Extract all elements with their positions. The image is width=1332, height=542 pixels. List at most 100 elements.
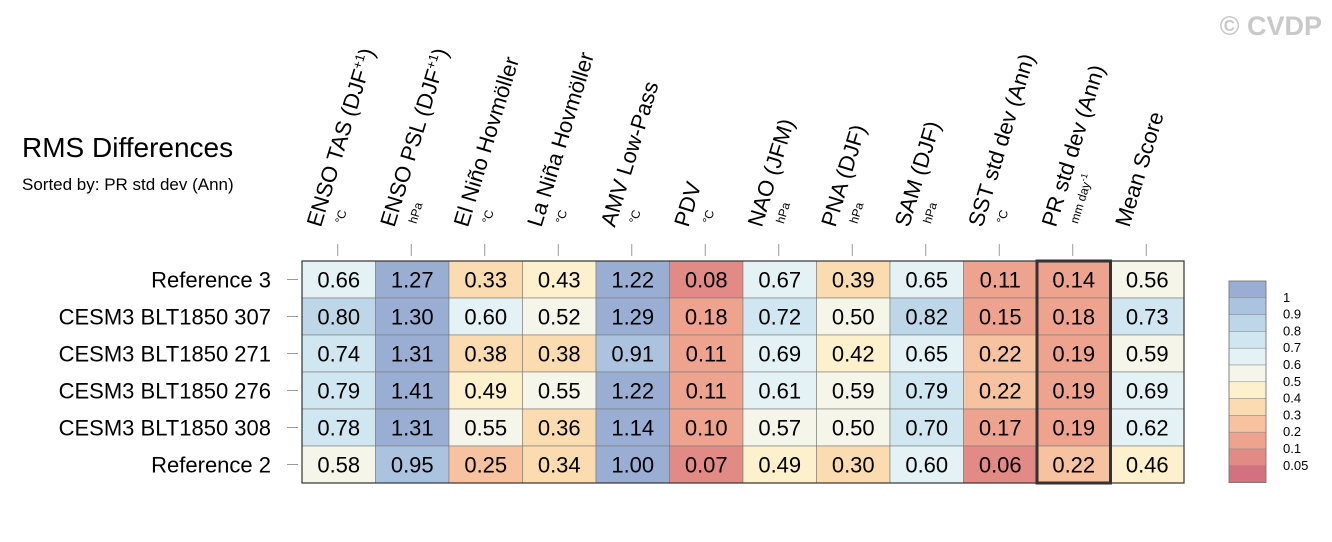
cell-value-label: 0.43 [538, 268, 581, 293]
cell-value-label: 1.31 [391, 416, 434, 441]
heatmap-cell [375, 371, 450, 410]
cell-value-label: 0.69 [1126, 379, 1169, 404]
cell-value-label: 0.39 [832, 268, 875, 293]
heatmap-cell [375, 260, 450, 299]
column-header: PNA (DJF)hPa [816, 122, 871, 230]
heatmap-cell [375, 445, 450, 484]
cell-value-label: 0.17 [979, 416, 1022, 441]
cell-value-label: 0.30 [832, 453, 875, 478]
colorbar: 1 0.90.8 0.7 0.6 0.5 0.40.3 0.2 0.1 0.05 [1228, 280, 1308, 484]
cell-value-label: 0.55 [538, 379, 581, 404]
colorbar-swatch [1228, 364, 1267, 383]
column-label: NAO (JFM) [743, 116, 799, 230]
cell-value-label: 0.49 [758, 453, 801, 478]
column-unit: hPa [406, 200, 426, 225]
heatmap-cell [1036, 445, 1111, 484]
cell-value-label: 0.95 [391, 453, 434, 478]
column-unit: °C [700, 208, 717, 225]
column-headers: ENSO TAS (DJF+1)°C ENSO PSL (DJF+1)hPa El … [302, 45, 1169, 256]
cell-value-label: 0.50 [832, 305, 875, 330]
cell-value-label: 0.55 [464, 416, 507, 441]
cell-value-label: 0.11 [686, 342, 727, 367]
heatmap-cell [1110, 371, 1185, 410]
column-label: ENSO TAS (DJF+1) [302, 45, 380, 229]
column-header: PDV°C [669, 179, 717, 230]
cell-value-label: 0.49 [464, 379, 507, 404]
colorbar-swatch [1228, 297, 1267, 315]
heatmap-cell [522, 371, 597, 410]
colorbar-tick-label: 0.9 [1283, 307, 1301, 322]
cell-value-label: 0.79 [905, 379, 948, 404]
cell-value-label: 0.56 [1126, 268, 1169, 293]
cell-value-label: 0.38 [464, 342, 507, 367]
cell-value-label: 0.38 [538, 342, 581, 367]
cell-value-label: 0.67 [758, 268, 801, 293]
heatmap-cell [816, 408, 891, 447]
cell-value-label: 1.30 [391, 305, 434, 330]
cell-value-label: 0.18 [1052, 305, 1095, 330]
cell-value-label: 0.78 [317, 416, 360, 441]
heatmap-cell [448, 297, 523, 336]
cell-value-label: 0.82 [905, 305, 948, 330]
cell-value-label: 1.14 [611, 416, 654, 441]
cell-value-label: 0.79 [317, 379, 360, 404]
row-label: CESM3 BLT1850 276 [59, 379, 271, 404]
cell-value-label: 0.11 [686, 379, 727, 404]
cell-value-label: 1.31 [391, 342, 434, 367]
row-labels: Reference 3 CESM3 BLT1850 307 CESM3 BLT185… [59, 268, 298, 478]
cell-value-label: 0.60 [905, 453, 948, 478]
colorbar-swatch [1228, 431, 1267, 450]
cell-value-label: 0.65 [905, 342, 948, 367]
heatmap-cell [301, 445, 376, 484]
row-label: Reference 2 [151, 453, 271, 478]
cell-value-label: 0.73 [1126, 305, 1169, 330]
cell-value-label: 0.33 [464, 268, 507, 293]
cell-value-label: 0.57 [758, 416, 801, 441]
cell-value-label: 0.72 [758, 305, 801, 330]
colorbar-swatch [1228, 314, 1267, 332]
cell-value-label: 0.36 [538, 416, 581, 441]
colorbar-swatch [1228, 448, 1267, 467]
column-header: NAO (JFM)hPa [743, 116, 799, 230]
colorbar-tick-label: 0.8 [1283, 323, 1301, 338]
heatmap-cell [669, 297, 744, 336]
cell-value-label: 0.22 [979, 379, 1022, 404]
heatmap-cell [595, 260, 670, 299]
heatmap-cell [595, 408, 670, 447]
heatmap-cell [669, 260, 744, 299]
cell-value-label: 0.18 [685, 305, 728, 330]
column-unit: °C [553, 208, 570, 225]
chart-subtitle: Sorted by: PR std dev (Ann) [22, 175, 234, 194]
heatmap-cell [669, 408, 744, 447]
column-label: El Niño Hovmöller [449, 54, 524, 230]
cell-value-label: 0.34 [538, 453, 581, 478]
row-label: CESM3 BLT1850 307 [59, 305, 271, 330]
cell-value-label: 0.65 [905, 268, 948, 293]
cell-value-label: 0.61 [758, 379, 801, 404]
cell-value-label: 0.60 [464, 305, 507, 330]
colorbar-swatch [1228, 415, 1267, 433]
cell-value-label: 0.91 [611, 342, 654, 367]
heatmap-cell [816, 297, 891, 336]
cell-value-label: 0.22 [1052, 453, 1095, 478]
cell-value-label: 0.58 [317, 453, 360, 478]
cell-value-label: 0.59 [1126, 342, 1169, 367]
heatmap-cell [742, 445, 817, 484]
cell-value-label: 0.70 [905, 416, 948, 441]
cell-value-label: 0.08 [685, 268, 728, 293]
column-label: AMV Low-Pass [596, 78, 664, 229]
colorbar-tick-label: 0.5 [1283, 374, 1301, 389]
heatmap-cell [816, 445, 891, 484]
colorbar-swatch [1228, 398, 1267, 416]
cell-value-label: 0.74 [317, 342, 360, 367]
heatmap-cell [448, 371, 523, 410]
cell-value-label: 0.19 [1052, 342, 1095, 367]
column-header: SAM (DJF)hPa [890, 118, 946, 229]
cell-value-label: 0.59 [832, 379, 875, 404]
heatmap-cell [742, 297, 817, 336]
cell-value-label: 0.14 [1052, 268, 1095, 293]
cell-value-label: 0.19 [1052, 416, 1095, 441]
cell-value-label: 0.66 [317, 268, 360, 293]
colorbar-tick-label: 0.05 [1283, 458, 1308, 473]
